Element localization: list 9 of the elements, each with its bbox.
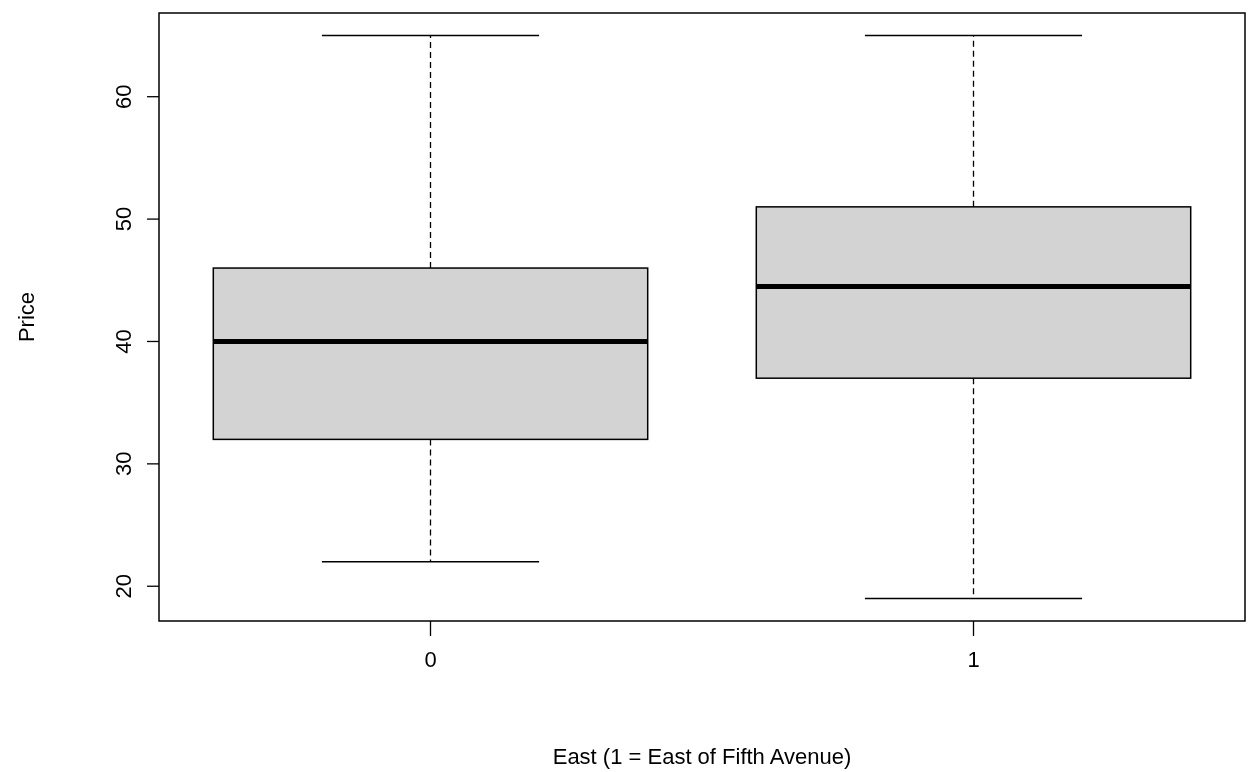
y-tick-label: 20 [111, 574, 136, 599]
y-tick-label: 30 [111, 451, 136, 477]
x-tick-label: 0 [424, 647, 437, 672]
x-axis-title: East (1 = East of Fifth Avenue) [552, 744, 852, 769]
x-tick-label: 1 [967, 647, 980, 672]
y-tick-label: 60 [111, 84, 136, 109]
y-axis-title: Price [14, 291, 39, 343]
y-tick-label: 40 [111, 329, 136, 354]
y-tick-label: 50 [111, 206, 136, 232]
